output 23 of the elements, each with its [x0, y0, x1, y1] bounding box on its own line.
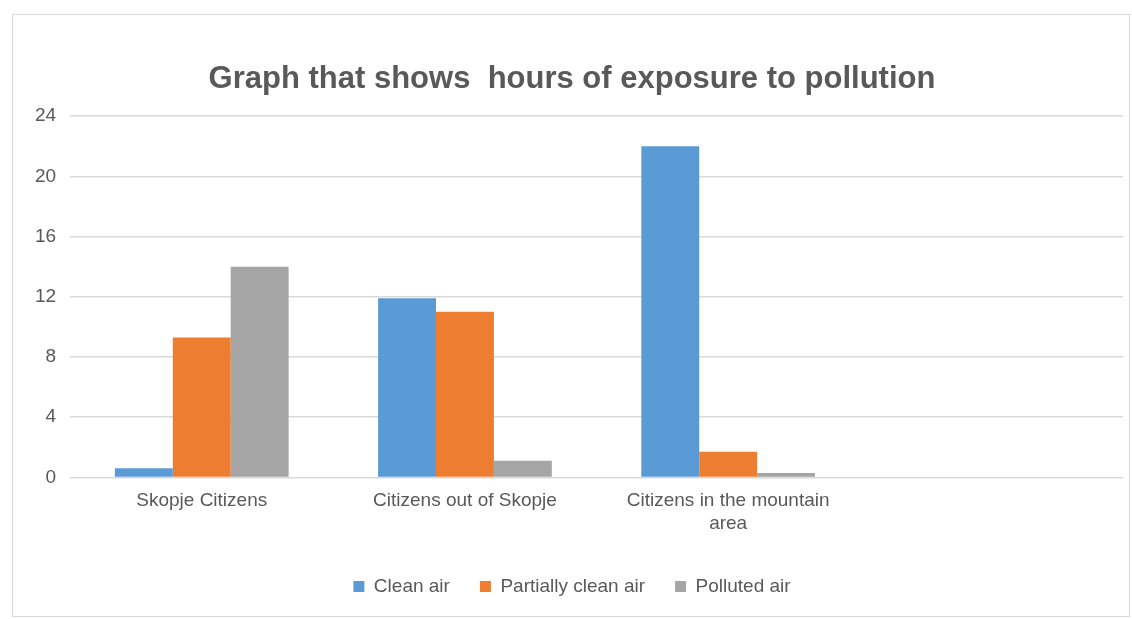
y-tick-label: 24 — [34, 104, 57, 126]
x-tick-label: Citizens in the mountain area — [626, 489, 830, 533]
bar — [230, 266, 289, 477]
legend-label: Clean air — [373, 574, 451, 596]
chart-title: Graph that shows hours of exposure to pollution — [208, 60, 936, 96]
y-tick-label: 4 — [45, 405, 57, 427]
bar — [378, 298, 437, 477]
y-tick-label: 16 — [34, 224, 57, 246]
bar — [757, 472, 816, 477]
bar — [699, 451, 758, 477]
x-tick-label: Skopje Citizens — [136, 489, 268, 511]
y-tick-label: 20 — [34, 164, 57, 186]
y-tick-label: 0 — [45, 465, 57, 487]
bar — [641, 146, 700, 477]
y-tick-label: 8 — [45, 345, 57, 367]
bar — [493, 460, 552, 477]
bar — [172, 337, 231, 477]
bar — [114, 468, 173, 477]
y-tick-label: 12 — [34, 285, 57, 307]
legend-label: Polluted air — [695, 574, 792, 596]
x-tick-label: Citizens out of Skopje — [373, 489, 557, 511]
bar — [436, 311, 494, 477]
legend-label: Partially clean air — [500, 574, 646, 596]
